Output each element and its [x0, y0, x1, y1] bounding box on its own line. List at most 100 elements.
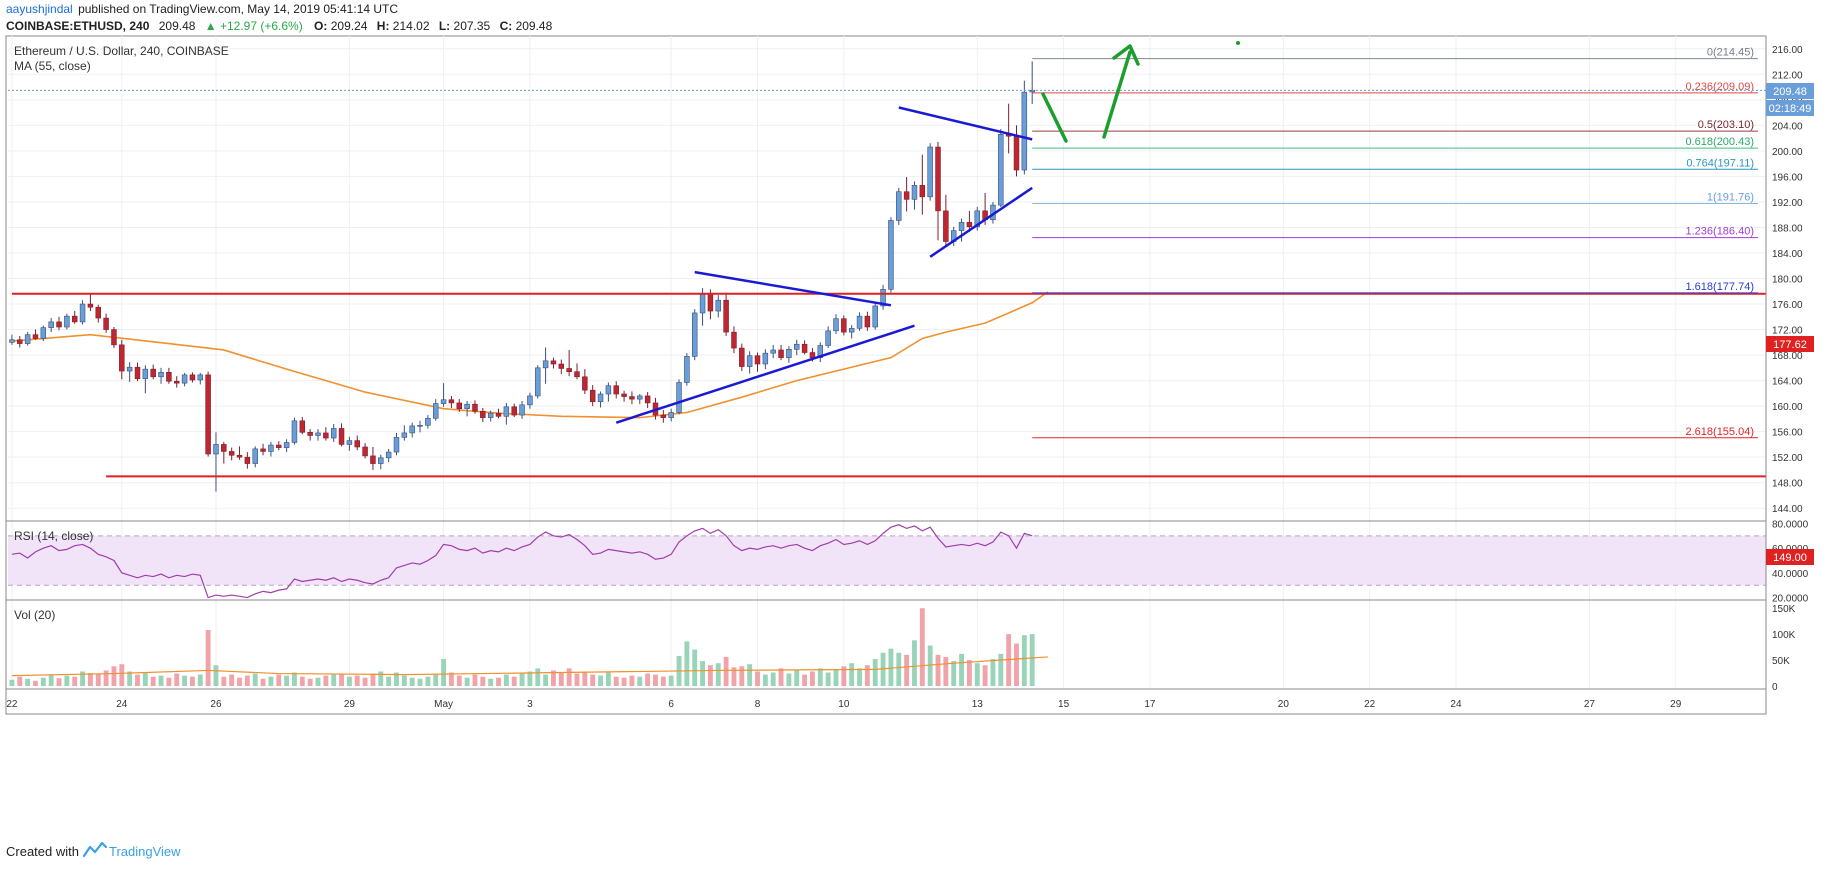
candle-body	[998, 133, 1004, 206]
main-legend-title[interactable]: Ethereum / U.S. Dollar, 240, COINBASE	[14, 44, 229, 58]
level-layer: 0(214.45) 0.236(209.09) 0.5(203.10) 0.618(2…	[8, 47, 1766, 478]
trend-line[interactable]	[615, 324, 915, 424]
candle-body	[762, 352, 769, 365]
vol-legend[interactable]: Vol (20)	[14, 608, 55, 622]
tradingview-brand[interactable]: TradingView	[109, 844, 181, 859]
volume-bar	[252, 673, 258, 686]
candle-body	[440, 399, 447, 404]
volume-bar	[943, 656, 949, 686]
volume-bar	[323, 675, 329, 686]
author-link[interactable]: aayushjindal	[6, 2, 73, 16]
volume-bar	[237, 677, 242, 686]
candle-body	[119, 344, 125, 372]
candle-body	[676, 382, 682, 413]
candle-body	[699, 293, 706, 314]
fib-level-label: 0.618(200.43)	[1686, 136, 1755, 148]
volume-bar	[974, 663, 980, 686]
high-label: H:	[377, 19, 390, 33]
price-tick-label: 192.00	[1772, 198, 1803, 209]
volume-bar	[448, 672, 454, 686]
fib-level-label: 0.5(203.10)	[1698, 119, 1754, 131]
volume-bar	[653, 674, 658, 686]
volume-bar	[535, 668, 541, 686]
price-tick-label: 148.00	[1772, 479, 1803, 490]
rsi-legend[interactable]: RSI (14, close)	[14, 529, 93, 543]
volume-bar	[519, 673, 525, 686]
time-tick-label: 26	[210, 699, 222, 710]
volume-bar	[433, 674, 439, 686]
volume-bar	[864, 665, 870, 686]
high-value: 214.02	[393, 19, 430, 33]
volume-bar	[292, 672, 297, 686]
volume-bar	[401, 675, 407, 686]
volume-bar	[103, 670, 109, 686]
volume-tick-label: 100K	[1772, 630, 1796, 641]
volume-bar	[660, 676, 666, 686]
volume-bar	[966, 660, 972, 686]
price-tick-label: 168.00	[1772, 351, 1803, 362]
volume-bar	[707, 665, 713, 686]
projection-up-leg[interactable]	[1102, 50, 1132, 139]
candle-body	[511, 406, 517, 416]
volume-bar	[72, 676, 78, 686]
fib-level-label: 1.236(186.40)	[1686, 226, 1755, 238]
volume-tick-label: 50K	[1772, 656, 1790, 667]
volume-bar	[370, 673, 376, 686]
volume-bar	[229, 674, 235, 686]
candle-body	[71, 315, 78, 323]
candle-body	[56, 321, 62, 328]
volume-bar	[174, 673, 180, 686]
volume-bar	[299, 676, 305, 686]
countdown-badge	[1766, 100, 1814, 116]
volume-bar	[888, 648, 894, 686]
ma-legend[interactable]: MA (55, close)	[14, 59, 91, 73]
volume-bar	[307, 678, 313, 686]
time-tick-label: 29	[1670, 699, 1682, 710]
candle-body	[338, 428, 345, 445]
price-tick-label: 172.00	[1772, 326, 1803, 337]
created-with-label: Created with	[6, 844, 79, 859]
volume-bar	[417, 678, 423, 686]
volume-bar	[158, 675, 164, 686]
candle-body	[574, 371, 580, 378]
volume-bar	[190, 676, 195, 686]
candle-body	[872, 305, 878, 328]
candle-body	[809, 352, 816, 358]
volume-bar	[723, 656, 729, 686]
candle-body	[228, 451, 235, 456]
candle-body	[236, 454, 243, 458]
volume-bar	[613, 676, 619, 686]
price-tick-label: 216.00	[1772, 45, 1803, 56]
fib-level-label: 0(214.45)	[1707, 47, 1754, 59]
volume-bar	[621, 677, 627, 686]
trend-line[interactable]	[929, 186, 1033, 258]
volume-bar	[182, 675, 188, 686]
candle-body	[582, 376, 588, 391]
candle-body	[896, 191, 902, 221]
trend-line[interactable]	[898, 106, 1033, 141]
projection-down-leg[interactable]	[1041, 92, 1068, 143]
support-hi-badge-text: 177.62	[1773, 339, 1807, 351]
candle-body	[205, 374, 211, 455]
volume-bar	[409, 677, 415, 686]
candle-body	[566, 368, 572, 372]
candle-body	[40, 327, 47, 339]
tradingview-logo-icon[interactable]	[82, 841, 108, 858]
price-tick-label: 196.00	[1772, 172, 1803, 183]
time-tick-label: May	[434, 699, 453, 710]
candle-body	[103, 317, 109, 330]
volume-bar	[480, 676, 486, 686]
trend-line[interactable]	[694, 270, 892, 307]
volume-bar	[841, 666, 847, 686]
volume-bar	[150, 676, 156, 686]
volume-bar	[998, 653, 1004, 686]
volume-bar	[503, 674, 509, 686]
time-tick-label: 10	[838, 699, 850, 710]
volume-bar	[346, 676, 352, 686]
volume-bar	[668, 675, 674, 686]
volume-bar	[135, 674, 140, 686]
volume-bar	[810, 671, 815, 686]
volume-bar	[17, 676, 23, 686]
volume-bar	[25, 678, 31, 686]
